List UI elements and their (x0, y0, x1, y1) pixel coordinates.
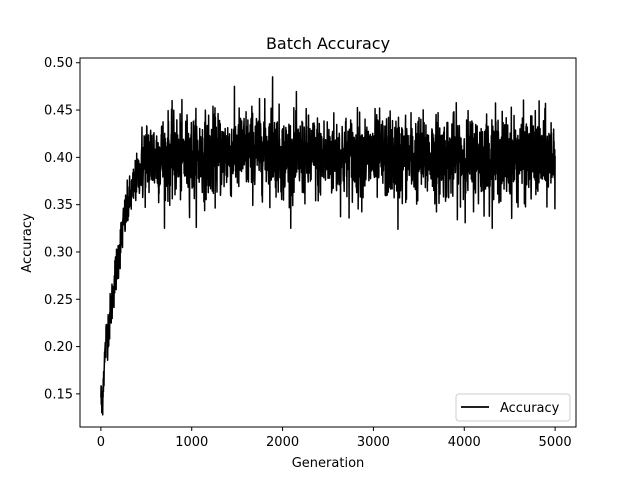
y-axis-label: Accuracy (20, 213, 35, 273)
y-tick-label: 0.50 (44, 56, 73, 71)
y-axis-ticks: 0.15 0.20 0.25 0.30 0.35 0.40 0.45 0.50 (44, 56, 80, 402)
accuracy-series-path (100, 76, 556, 416)
y-tick-label: 0.45 (44, 104, 73, 119)
x-axis-label: Generation (292, 456, 365, 471)
x-tick-label: 2000 (266, 435, 299, 450)
x-tick-label: 5000 (539, 435, 572, 450)
y-tick-label: 0.15 (44, 387, 73, 402)
x-tick-label: 3000 (357, 435, 390, 450)
plot-area (79, 57, 577, 428)
y-tick-label: 0.40 (44, 151, 73, 166)
legend-label-accuracy: Accuracy (500, 401, 560, 416)
x-tick-label: 1000 (175, 435, 208, 450)
y-tick-label: 0.20 (44, 340, 73, 355)
series-accuracy-line (100, 76, 556, 416)
plot-frame (79, 57, 577, 428)
y-tick-label: 0.30 (44, 245, 73, 260)
legend: Accuracy (455, 393, 571, 422)
y-tick-label: 0.35 (44, 198, 73, 213)
x-axis-ticks: 0 1000 2000 3000 4000 5000 (97, 427, 572, 450)
y-tick-label: 0.25 (44, 293, 73, 308)
chart-title: Batch Accuracy (266, 34, 390, 53)
x-tick-label: 0 (97, 435, 105, 450)
legend-box (455, 393, 571, 422)
x-tick-label: 4000 (448, 435, 481, 450)
